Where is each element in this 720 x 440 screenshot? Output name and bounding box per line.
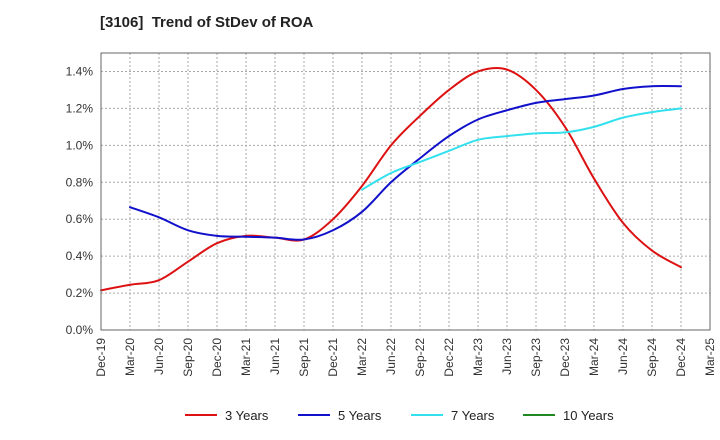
x-tick-label: Mar-23 [471,338,485,376]
x-tick-label: Mar-25 [703,338,717,376]
x-tick-label: Mar-20 [123,338,137,376]
y-tick-label: 0.8% [66,175,94,189]
series-line-3-years [100,66,682,292]
x-tick-label: Jun-20 [152,338,166,375]
x-tick-label: Jun-21 [268,338,282,375]
series-line-7-years [361,107,682,191]
x-tick-label: Dec-20 [210,338,224,377]
chart-title: [3106] Trend of StDev of ROA [100,14,314,31]
legend-label-10-years: 10 Years [563,408,614,423]
x-tick-label: Sep-20 [181,338,195,377]
x-tick-label: Sep-21 [297,338,311,377]
x-tick-label: Sep-24 [645,338,659,377]
y-axis-tick-labels: 0.0% 0.2% 0.4% 0.6% 0.8% 1.0% 1.2% 1.4% [66,64,94,337]
y-tick-label: 0.4% [66,249,94,263]
y-tick-label: 0.6% [66,212,94,226]
x-tick-label: Dec-24 [674,338,688,377]
legend-label-7-years: 7 Years [451,408,495,423]
y-tick-label: 0.2% [66,286,94,300]
legend-label-3-years: 3 Years [225,408,269,423]
y-tick-label: 1.4% [66,64,94,78]
plot-frame [100,52,711,331]
x-tick-label: Jun-22 [384,338,398,375]
y-tick-label: 1.2% [66,101,94,115]
x-tick-label: Dec-23 [558,338,572,377]
x-tick-label: Mar-22 [355,338,369,376]
x-tick-label: Mar-24 [587,338,601,376]
x-tick-label: Sep-22 [413,338,427,377]
x-tick-label: Mar-21 [239,338,253,376]
grid [101,53,710,330]
x-tick-label: Dec-19 [94,338,108,377]
y-tick-label: 1.0% [66,138,94,152]
series-line-5-years [129,85,682,241]
x-tick-label: Jun-24 [616,338,630,375]
legend-label-5-years: 5 Years [338,408,382,423]
y-tick-label: 0.0% [66,323,94,337]
series-lines [100,66,682,292]
x-tick-label: Dec-22 [442,338,456,377]
x-tick-label: Dec-21 [326,338,340,377]
x-axis-tick-labels: Dec-19 Mar-20 Jun-20 Sep-20 Dec-20 Mar-21 Jun-… [94,338,717,377]
x-tick-label: Sep-23 [529,338,543,377]
legend[interactable]: 3 Years 5 Years 7 Years 10 Years [185,408,614,423]
x-tick-label: Jun-23 [500,338,514,375]
